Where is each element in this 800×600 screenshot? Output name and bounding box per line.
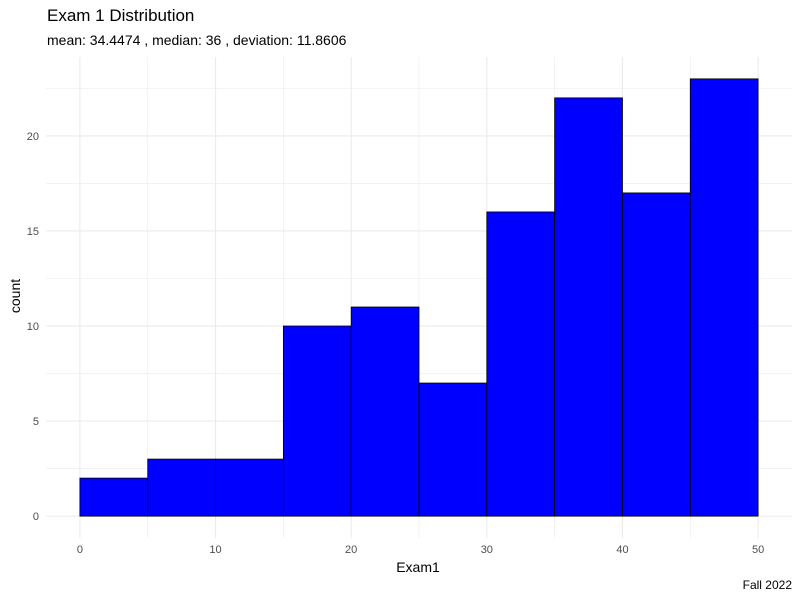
x-axis-ticks: 0 10 20 30 40 50 bbox=[77, 544, 764, 556]
x-tick-label: 40 bbox=[616, 544, 628, 556]
x-tick-label: 50 bbox=[752, 544, 764, 556]
y-axis-ticks: 0 5 10 15 20 bbox=[27, 131, 39, 523]
chart-caption: Fall 2022 bbox=[742, 578, 792, 592]
x-tick-label: 30 bbox=[481, 544, 493, 556]
y-tick-label: 20 bbox=[27, 131, 39, 143]
y-tick-label: 0 bbox=[33, 511, 39, 523]
y-tick-label: 15 bbox=[27, 226, 39, 238]
x-tick-label: 20 bbox=[345, 544, 357, 556]
histogram-bar bbox=[622, 192, 691, 517]
y-tick-label: 10 bbox=[27, 321, 39, 333]
y-axis-title: count bbox=[7, 279, 23, 313]
x-axis-title: Exam1 bbox=[396, 559, 440, 575]
chart-title: Exam 1 Distribution bbox=[47, 6, 195, 25]
histogram-bar bbox=[147, 458, 216, 517]
chart-subtitle: mean: 34.4474 , median: 36 , deviation: … bbox=[47, 32, 347, 48]
histogram-bar bbox=[418, 382, 488, 517]
histogram-bar bbox=[486, 211, 556, 517]
histogram-bar bbox=[79, 477, 149, 517]
x-tick-label: 10 bbox=[209, 544, 221, 556]
histogram-bar bbox=[554, 97, 623, 517]
histogram-bar bbox=[350, 306, 420, 517]
x-tick-label: 0 bbox=[77, 544, 83, 556]
histogram-bars bbox=[79, 78, 759, 517]
histogram-bar bbox=[282, 325, 352, 517]
histogram-bar bbox=[215, 458, 284, 517]
histogram-bar bbox=[689, 78, 759, 517]
y-tick-label: 5 bbox=[33, 416, 39, 428]
